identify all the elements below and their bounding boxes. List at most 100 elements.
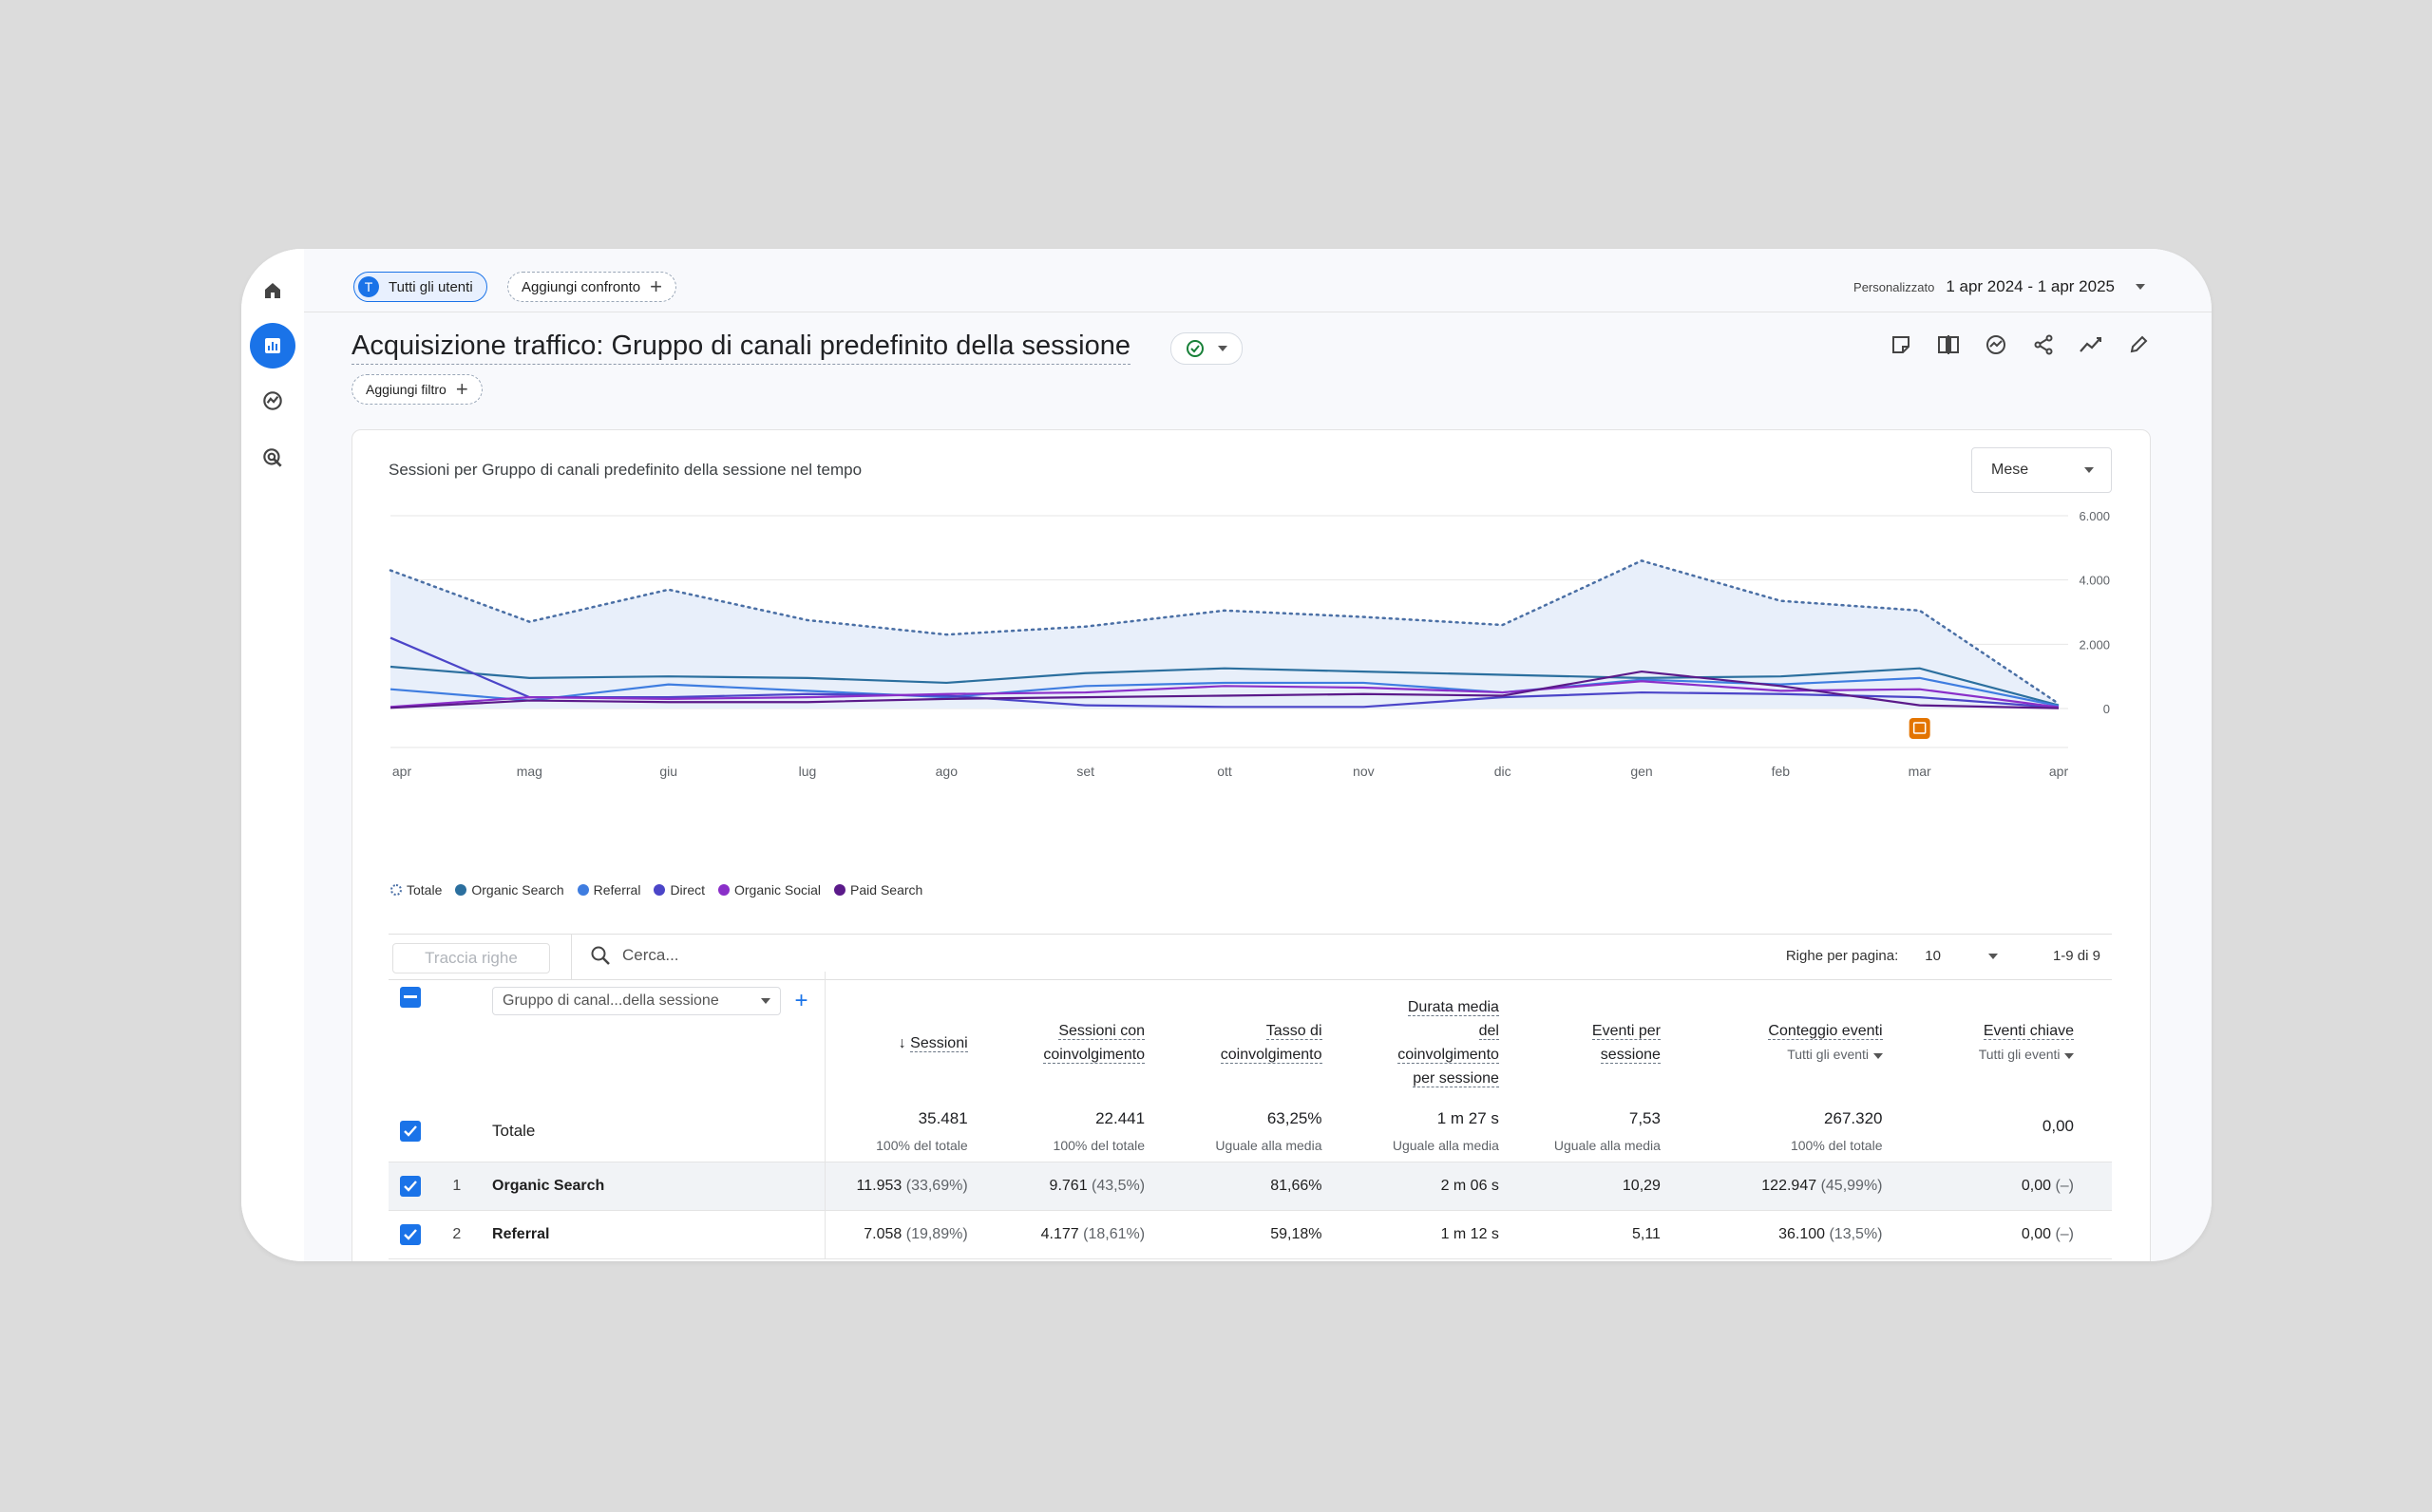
row-checkbox[interactable] (400, 1175, 421, 1197)
rows-per-page-value: 10 (1925, 948, 1941, 964)
insights-icon[interactable] (1984, 332, 2008, 357)
divider (571, 935, 572, 980)
legend-swatch (718, 884, 730, 896)
col-events-per-session[interactable]: Eventi per sessione (1591, 1023, 1661, 1064)
add-comparison-chip[interactable]: Aggiungi confronto + (507, 272, 676, 302)
series-line-referral (390, 676, 2060, 708)
legend-label: Referral (593, 882, 641, 898)
table-row[interactable]: 2 Referral 7.058 (19,89%) 4.177 (18,61%)… (389, 1210, 2112, 1259)
plus-icon: + (650, 274, 662, 298)
page-title[interactable]: Acquisizione traffico: Gruppo di canali … (352, 331, 1131, 365)
notes-icon[interactable] (1889, 332, 1913, 357)
table-row[interactable]: 1 Organic Search 11.953 (33,69%) 9.761 (… (389, 1162, 2112, 1211)
select-all-checkbox[interactable] (400, 987, 421, 1008)
add-filter-label: Aggiungi filtro (366, 382, 446, 397)
rows-per-page-select[interactable]: 10 (1925, 948, 1998, 964)
series-line-direct (390, 636, 2060, 709)
legend-item[interactable]: Direct (654, 882, 705, 898)
x-tick-label: ago (936, 764, 959, 779)
search-placeholder: Cerca... (622, 946, 679, 964)
period-select[interactable]: Mese (1971, 447, 2112, 493)
home-icon[interactable] (250, 268, 295, 313)
row-cell: 59,18% (1156, 1210, 1334, 1259)
legend-item[interactable]: Organic Search (455, 882, 564, 898)
data-table: Gruppo di canal...della sessione + ↓ Ses… (389, 972, 2112, 1259)
row-checkbox[interactable] (400, 1223, 421, 1245)
calendar-note-icon-glyph (1912, 722, 1927, 734)
legend-item[interactable]: Referral (577, 882, 641, 898)
chart-legend: Totale Organic Search Referral Direct Organi… (390, 882, 922, 898)
legend-label: Direct (670, 882, 705, 898)
row-cell: 81,66% (1156, 1162, 1334, 1211)
col-engagement-rate[interactable]: Tasso di coinvolgimento (1220, 1023, 1322, 1064)
track-rows-input[interactable]: Traccia righe (392, 943, 550, 973)
series-line-organic-search (390, 665, 2060, 707)
top-bar: T Tutti gli utenti Aggiungi confronto + … (304, 249, 2212, 312)
legend-item[interactable]: Totale (390, 882, 442, 898)
rows-per-page-label: Righe per pagina: (1785, 948, 1899, 964)
legend-item[interactable]: Paid Search (834, 882, 922, 898)
x-tick-label: mar (1909, 764, 1931, 779)
total-cell: 22.441 100% del totale (978, 1101, 1157, 1162)
main-content: T Tutti gli utenti Aggiungi confronto + … (304, 249, 2212, 1261)
legend-label: Totale (407, 882, 443, 898)
legend-swatch (577, 884, 589, 896)
dimension-header: Gruppo di canal...della sessione + (473, 972, 826, 1101)
col-engaged-sessions[interactable]: Sessioni con coinvolgimento (1043, 1023, 1146, 1064)
compare-icon[interactable] (1936, 332, 1961, 357)
row-rank: 2 (441, 1210, 474, 1259)
y-tick-label: 4.000 (2079, 574, 2110, 588)
audience-avatar: T (358, 276, 379, 297)
col-event-count[interactable]: Conteggio eventi Tutti gli eventi (1768, 1023, 1883, 1062)
totals-label: Totale (473, 1101, 826, 1162)
chevron-down-icon (2136, 284, 2145, 290)
calendar-note-icon (1909, 718, 1930, 739)
row-cell: 5,11 (1510, 1210, 1672, 1259)
divider (389, 934, 2112, 935)
search-icon (591, 946, 610, 965)
col-avg-engagement-time[interactable]: Durata media del coinvolgimento per session… (1397, 999, 1499, 1087)
row-channel-name[interactable]: Referral (473, 1210, 826, 1259)
add-dimension-icon[interactable]: + (794, 987, 808, 1013)
nav-rail (241, 249, 305, 1261)
col-sessions[interactable]: ↓ Sessioni (898, 1034, 968, 1052)
row-cell: 10,29 (1510, 1162, 1672, 1211)
explore-icon[interactable] (250, 378, 295, 424)
row-cell: 2 m 06 s (1333, 1162, 1510, 1211)
date-range-picker[interactable]: Personalizzato 1 apr 2024 - 1 apr 2025 (1853, 277, 2145, 296)
advertising-icon[interactable] (250, 435, 295, 481)
edit-icon[interactable] (2126, 332, 2151, 357)
table-search[interactable]: Cerca... (590, 945, 679, 966)
legend-item[interactable]: Organic Social (718, 882, 821, 898)
x-tick-label: nov (1353, 764, 1375, 779)
dimension-select[interactable]: Gruppo di canal...della sessione (492, 987, 782, 1015)
col-key-events[interactable]: Eventi chiave Tutti gli eventi (1978, 1023, 2074, 1062)
x-tick-label: apr (2049, 764, 2069, 779)
legend-label: Organic Social (734, 882, 822, 898)
share-icon[interactable] (2031, 332, 2056, 357)
pagination-range: 1-9 di 9 (2052, 948, 2100, 964)
reports-icon[interactable] (250, 323, 295, 369)
row-cell: 11.953 (33,69%) (825, 1162, 979, 1211)
date-preset: Personalizzato (1853, 279, 1935, 294)
x-tick-label: feb (1772, 764, 1791, 779)
add-filter-chip[interactable]: Aggiungi filtro + (352, 374, 483, 405)
date-range: 1 apr 2024 - 1 apr 2025 (1946, 277, 2115, 295)
audience-chip[interactable]: T Tutti gli utenti (353, 272, 487, 302)
check-circle-icon (1187, 340, 1204, 357)
x-tick-label: mag (517, 764, 542, 779)
legend-label: Organic Search (471, 882, 564, 898)
dimension-label: Gruppo di canal...della sessione (503, 992, 719, 1009)
plus-icon: + (455, 377, 468, 401)
trend-icon[interactable] (2079, 332, 2103, 357)
row-cell: 122.947 (45,99%) (1671, 1162, 1894, 1211)
legend-swatch (455, 884, 467, 896)
row-cell: 0,00 (–) (1893, 1162, 2112, 1211)
report-status-badge[interactable] (1170, 332, 1243, 365)
pagination-controls: Righe per pagina: 10 1-9 di 9 (1786, 948, 2100, 964)
totals-checkbox[interactable] (400, 1120, 421, 1142)
row-channel-name[interactable]: Organic Search (473, 1162, 826, 1211)
chevron-down-icon (1218, 346, 1227, 351)
series-line-paid-search (390, 670, 2060, 709)
legend-swatch (654, 884, 666, 896)
